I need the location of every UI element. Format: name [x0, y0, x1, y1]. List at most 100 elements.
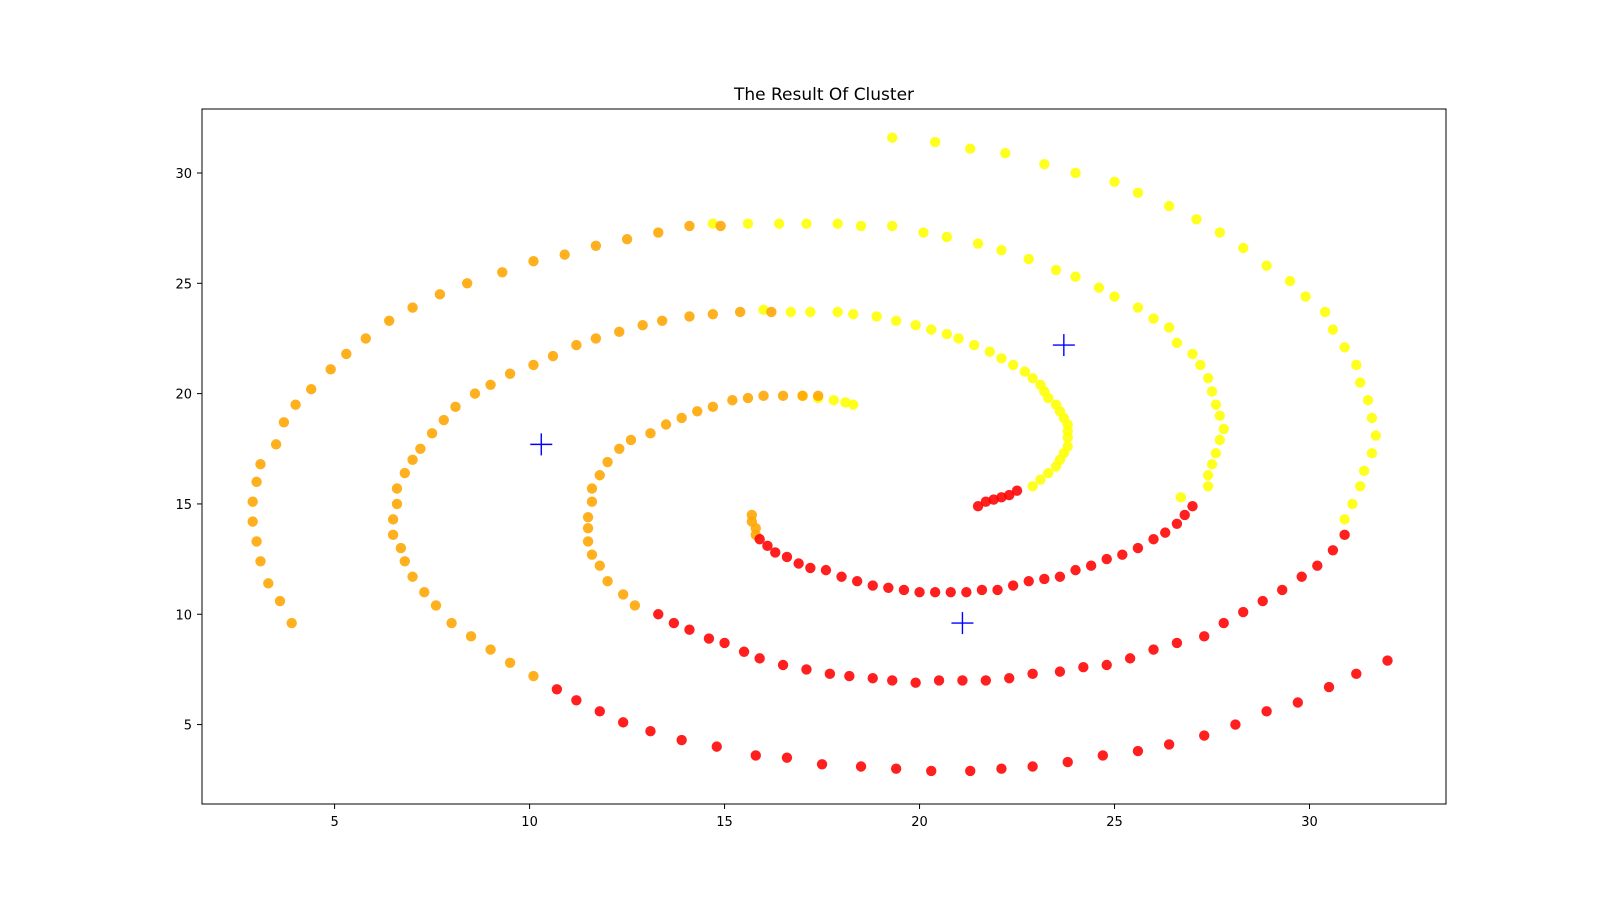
- cluster-point: [758, 304, 769, 315]
- cluster-point: [762, 540, 773, 552]
- cluster-point: [614, 443, 625, 454]
- cluster-point: [1043, 467, 1054, 479]
- cluster-point: [1101, 553, 1112, 565]
- data-points: [247, 132, 1393, 777]
- cluster-point: [1202, 372, 1214, 384]
- cluster-point: [968, 339, 980, 351]
- cluster-point: [797, 390, 808, 402]
- cluster-point: [992, 584, 1003, 596]
- cluster-point: [1004, 489, 1015, 501]
- cluster-point: [1327, 545, 1339, 556]
- cluster-point: [617, 589, 629, 600]
- cluster-point: [1191, 214, 1202, 225]
- cluster-point: [777, 390, 789, 402]
- cluster-point: [528, 359, 539, 371]
- cluster-point: [594, 470, 605, 481]
- cluster-point: [984, 346, 995, 357]
- cluster-point: [387, 514, 399, 525]
- cluster-point: [656, 315, 668, 327]
- cluster-point: [461, 278, 473, 289]
- cluster-point: [1179, 509, 1190, 521]
- cluster-point: [1027, 668, 1038, 680]
- cluster-point: [972, 238, 984, 249]
- cluster-point: [918, 227, 929, 238]
- cluster-point: [711, 741, 722, 752]
- cluster-point: [883, 582, 894, 593]
- cluster-point: [707, 308, 719, 320]
- cluster-point: [828, 395, 839, 406]
- cluster-point: [614, 326, 625, 338]
- cluster-point: [391, 498, 403, 510]
- cluster-point: [1292, 697, 1304, 708]
- cluster-point: [1109, 291, 1120, 302]
- cluster-point: [399, 467, 410, 479]
- cluster-point: [980, 496, 992, 507]
- y-tick-label: 25: [175, 277, 192, 292]
- cluster-point: [485, 379, 496, 390]
- cluster-point: [781, 752, 793, 763]
- cluster-point: [1175, 492, 1187, 503]
- cluster-point: [777, 659, 789, 671]
- cluster-point: [805, 306, 816, 318]
- cluster-point: [781, 551, 793, 563]
- centroid-plus-marker: [1052, 334, 1075, 357]
- cluster-point: [953, 333, 964, 344]
- cluster-point: [734, 306, 746, 318]
- cluster-point: [887, 220, 898, 232]
- cluster-point: [1195, 359, 1206, 371]
- cluster-point: [961, 586, 972, 598]
- x-tick-label: 20: [911, 815, 928, 830]
- cluster-point: [255, 459, 266, 470]
- cluster-point: [988, 494, 999, 505]
- y-tick-label: 10: [175, 608, 192, 623]
- cluster-point: [1358, 465, 1370, 477]
- cluster-point: [910, 677, 921, 688]
- cluster-point: [1070, 564, 1081, 576]
- cluster-point: [867, 580, 878, 591]
- cluster-point: [1163, 739, 1175, 750]
- cluster-point: [582, 523, 594, 534]
- cluster-point: [387, 529, 399, 541]
- cluster-point: [559, 249, 570, 260]
- cluster-point: [551, 684, 563, 695]
- cluster-point: [438, 414, 449, 426]
- cluster-point: [851, 575, 863, 587]
- cluster-point: [805, 562, 816, 574]
- cluster-point: [446, 617, 457, 629]
- cluster-point: [1043, 392, 1054, 404]
- cluster-point: [684, 311, 695, 322]
- cluster-point: [1206, 459, 1218, 470]
- cluster-point: [1109, 176, 1120, 188]
- cluster-point: [1202, 481, 1214, 492]
- cluster-point: [1148, 534, 1159, 545]
- cluster-point: [621, 233, 633, 245]
- cluster-point: [980, 675, 992, 686]
- cluster-point: [801, 664, 812, 675]
- cluster-point: [1257, 595, 1268, 607]
- cluster-point: [1148, 313, 1159, 324]
- cluster-point: [770, 547, 781, 558]
- cluster-point: [434, 289, 446, 300]
- cluster-point: [653, 227, 664, 238]
- cluster-point: [738, 646, 750, 657]
- cluster-point: [1210, 447, 1222, 459]
- cluster-point: [1199, 631, 1210, 642]
- cluster-point: [1238, 606, 1249, 618]
- cluster-point: [582, 536, 594, 547]
- cluster-point: [890, 763, 902, 774]
- cluster-point: [820, 564, 832, 576]
- cluster-point: [1366, 447, 1378, 459]
- x-tick-label: 15: [716, 815, 733, 830]
- cluster-point: [1062, 432, 1073, 443]
- cluster-point: [816, 759, 828, 770]
- cluster-point: [430, 600, 442, 611]
- cluster-point: [976, 584, 988, 596]
- cluster-point: [945, 586, 956, 598]
- cluster-point: [727, 395, 738, 406]
- cluster-point: [676, 412, 687, 424]
- cluster-point: [676, 734, 687, 746]
- y-tick-label: 20: [175, 388, 192, 403]
- cluster-point: [926, 324, 937, 335]
- cluster-point: [1214, 434, 1226, 446]
